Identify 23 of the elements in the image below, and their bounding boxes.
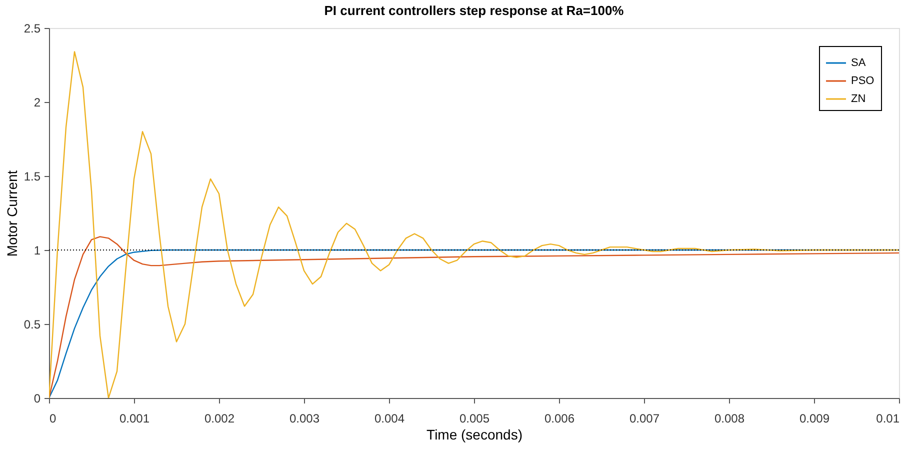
y-tick-label: 1.5 [24, 170, 41, 184]
x-tick-label: 0.004 [374, 412, 405, 426]
x-tick-label: 0.005 [459, 412, 490, 426]
x-tick-label: 0.007 [629, 412, 660, 426]
y-tick-label: 0.5 [24, 318, 41, 332]
x-tick-label: 0.008 [714, 412, 745, 426]
legend-label: ZN [851, 93, 866, 105]
y-tick-label: 2.5 [24, 22, 41, 36]
x-axis-title: Time (seconds) [426, 426, 522, 442]
x-tick-label: 0.009 [799, 412, 830, 426]
x-tick-label: 0 [50, 412, 56, 426]
y-tick-label: 2 [34, 96, 41, 110]
y-axis-title: Motor Current [4, 170, 20, 257]
legend-label: SA [851, 57, 866, 69]
x-tick-label: 0.01 [876, 412, 900, 426]
legend-label: PSO [851, 75, 875, 87]
x-tick-label: 0.006 [544, 412, 575, 426]
x-tick-label: 0.003 [289, 412, 320, 426]
chart-title: PI current controllers step response at Ra=100% [324, 3, 624, 18]
y-tick-label: 1 [34, 244, 41, 258]
x-tick-label: 0.001 [119, 412, 150, 426]
y-tick-label: 0 [34, 392, 41, 406]
x-tick-label: 0.002 [204, 412, 235, 426]
